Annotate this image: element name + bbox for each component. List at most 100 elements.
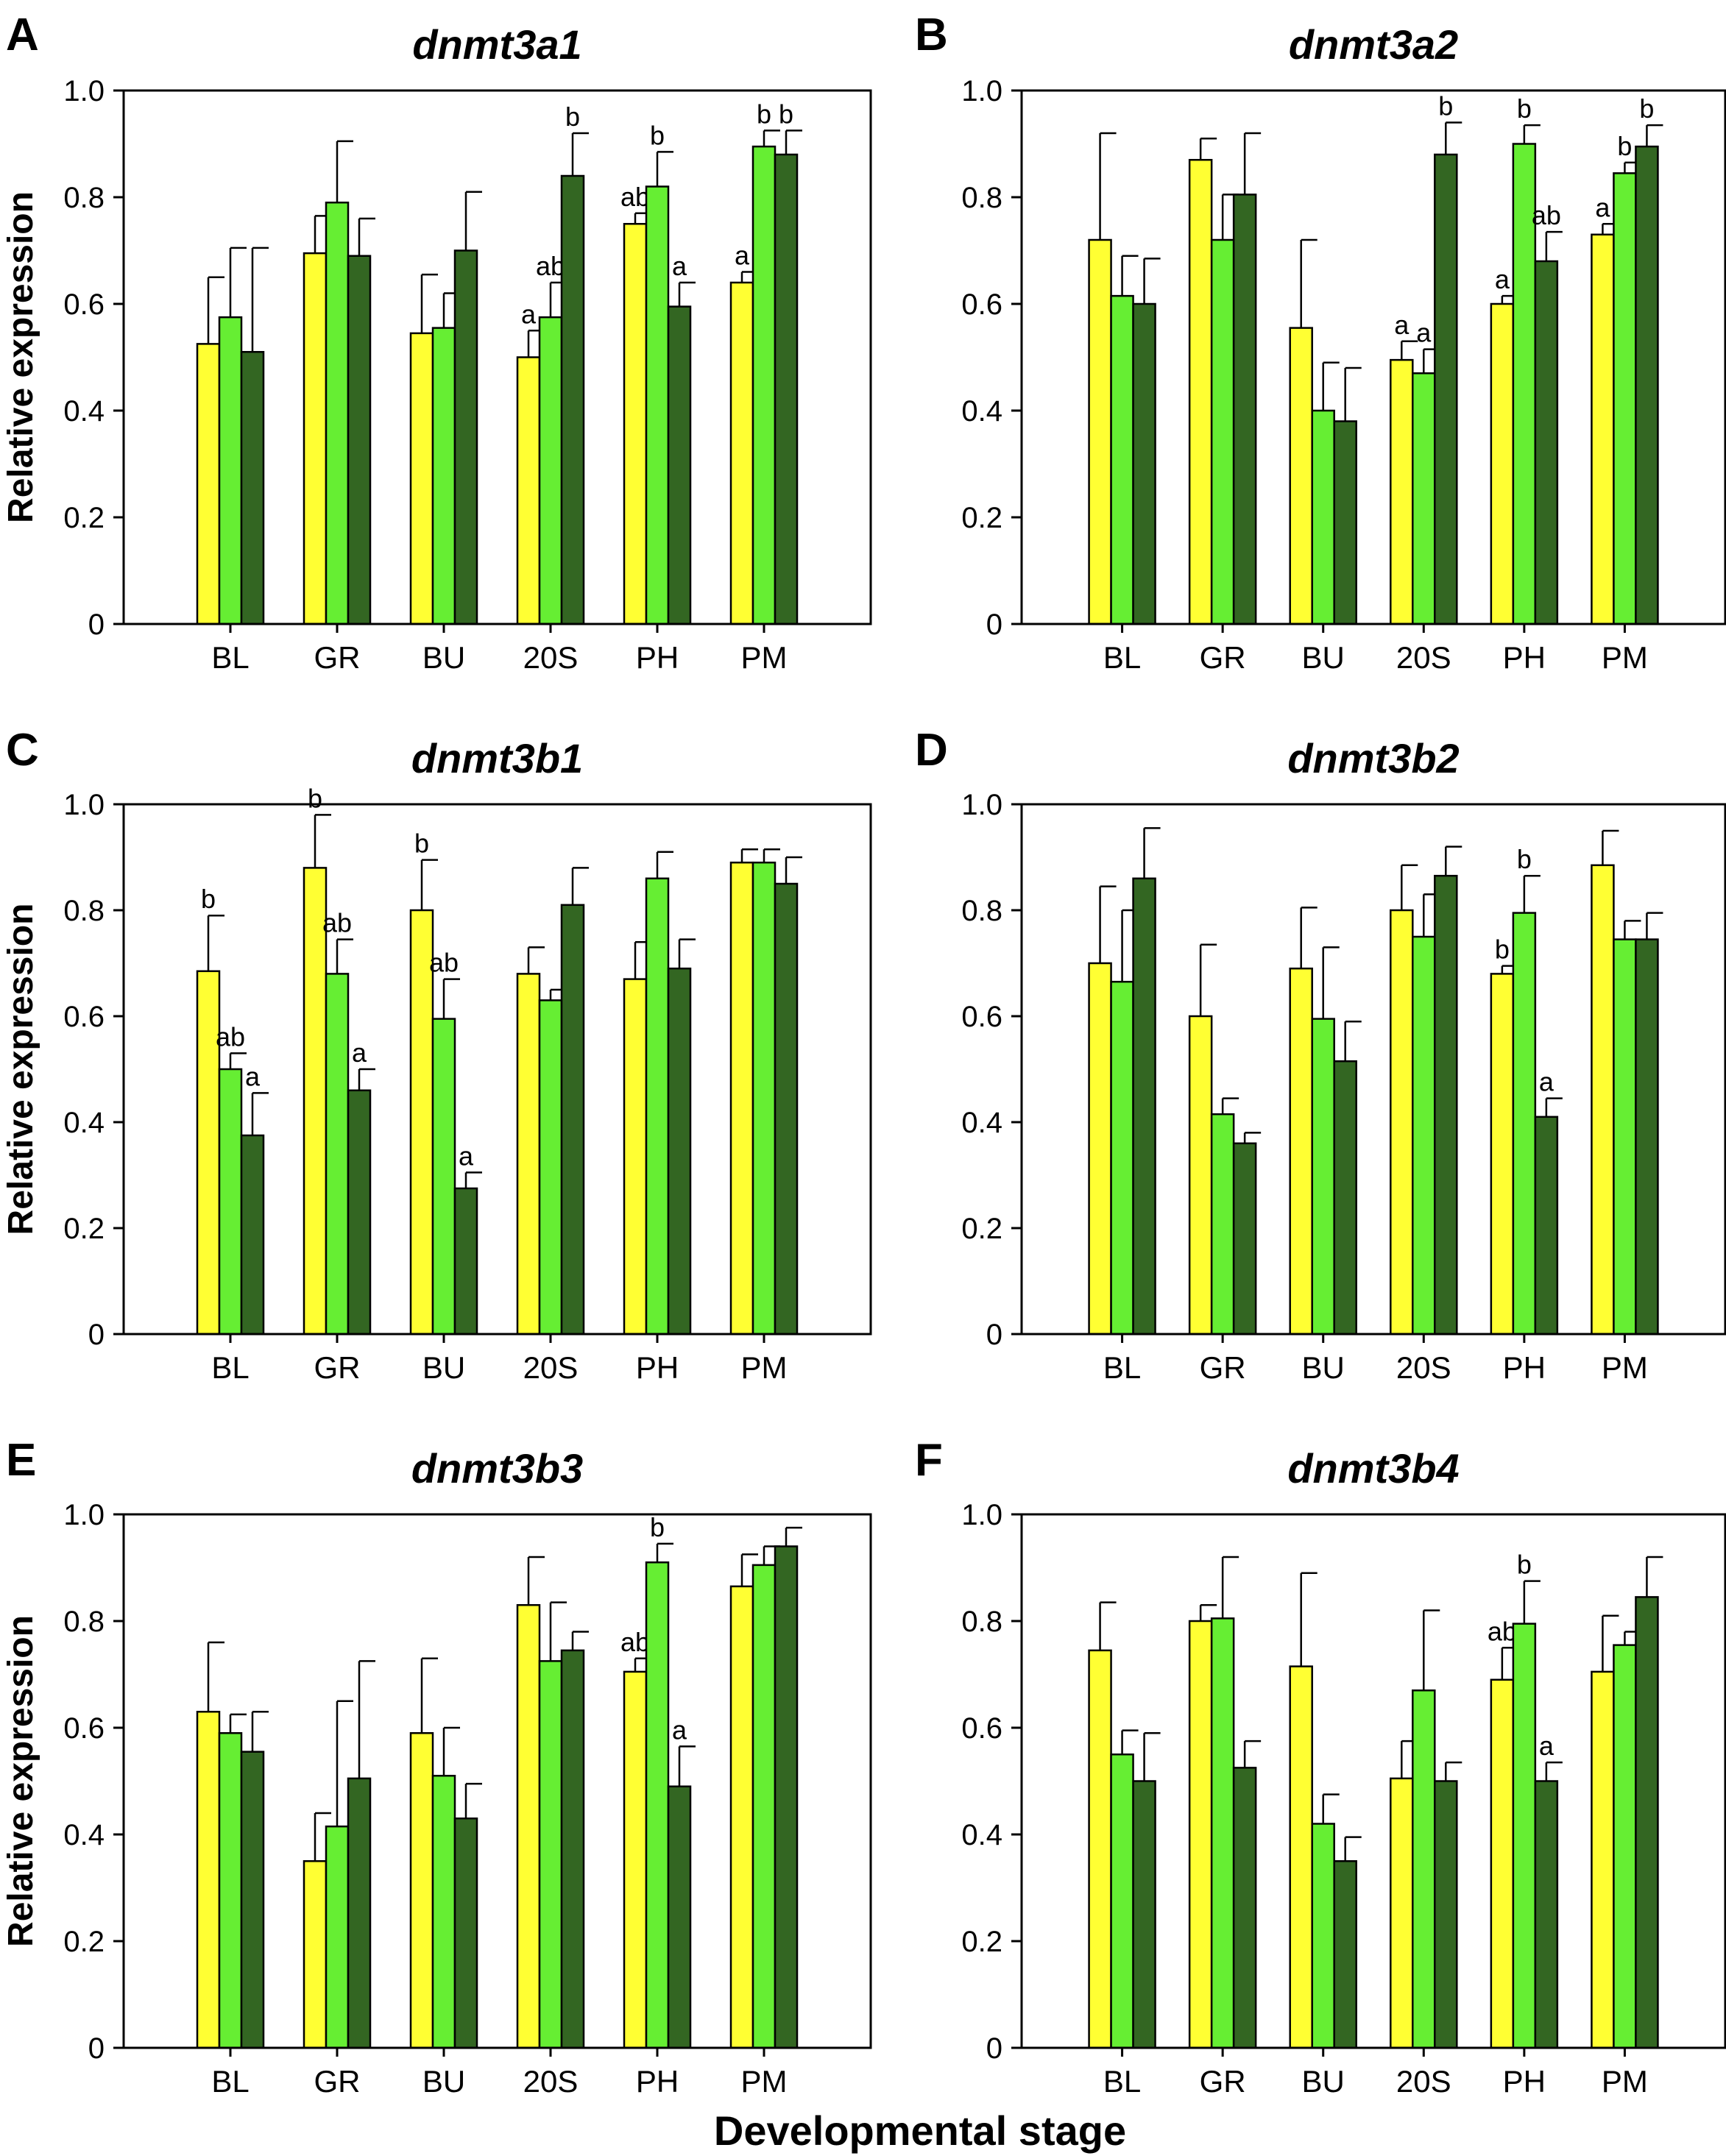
significance-label: a bbox=[1416, 318, 1432, 348]
bar bbox=[667, 1785, 692, 2049]
bar bbox=[774, 1545, 799, 2049]
bar bbox=[325, 973, 350, 1336]
bar bbox=[347, 1777, 372, 2049]
bar bbox=[729, 1585, 754, 2049]
bar bbox=[516, 356, 541, 625]
bar bbox=[409, 1732, 434, 2049]
bar bbox=[1210, 238, 1235, 625]
significance-label: ab bbox=[216, 1021, 245, 1052]
x-tick-label: PM bbox=[741, 640, 788, 675]
y-tick-label: 0.6 bbox=[961, 288, 1002, 321]
significance-label: ab bbox=[1488, 1616, 1517, 1646]
bar bbox=[1490, 973, 1515, 1336]
significance-label: a bbox=[1394, 310, 1410, 340]
x-tick-label: PH bbox=[1503, 640, 1546, 675]
y-tick-label: 0 bbox=[88, 2032, 105, 2065]
x-tick-label: BU bbox=[1302, 640, 1345, 675]
x-tick-label: PH bbox=[636, 1350, 679, 1385]
x-tick-label: 20S bbox=[523, 640, 579, 675]
x-tick-label: 20S bbox=[523, 1350, 579, 1385]
bar bbox=[1333, 1860, 1357, 2049]
x-tick-label: 20S bbox=[1396, 2064, 1451, 2099]
significance-label: b bbox=[650, 120, 665, 150]
x-tick-label: GR bbox=[314, 640, 361, 675]
bar bbox=[645, 1561, 670, 2049]
y-tick-label: 0.4 bbox=[63, 395, 105, 428]
x-tick-label: PH bbox=[1503, 2064, 1546, 2099]
bar bbox=[1088, 962, 1112, 1336]
y-axis-title: Relative expression bbox=[1, 1615, 40, 1947]
y-tick-label: 0.2 bbox=[63, 1213, 105, 1245]
bar bbox=[667, 967, 692, 1336]
x-tick-label: 20S bbox=[523, 2064, 579, 2099]
bar bbox=[1132, 302, 1156, 625]
bar bbox=[1390, 1777, 1414, 2049]
y-tick-label: 0.6 bbox=[961, 1712, 1002, 1745]
plot-frame bbox=[1020, 803, 1726, 1336]
x-tick-label: BU bbox=[422, 640, 465, 675]
y-tick-label: 0.4 bbox=[63, 1107, 105, 1139]
x-tick-label: BU bbox=[1302, 2064, 1345, 2099]
chart-title: dnmt3b1 bbox=[411, 735, 583, 781]
bar bbox=[218, 1732, 243, 2049]
chart-title: dnmt3b4 bbox=[1287, 1445, 1459, 1492]
bar bbox=[729, 861, 754, 1336]
bar bbox=[751, 1564, 777, 2049]
bar bbox=[1232, 1767, 1257, 2049]
significance-label: a bbox=[1595, 192, 1610, 222]
significance-label: b bbox=[414, 829, 429, 859]
significance-label: ab bbox=[620, 1627, 650, 1657]
significance-label: b bbox=[757, 99, 771, 129]
bar bbox=[325, 1825, 350, 2049]
bar bbox=[196, 1711, 221, 2049]
bar bbox=[729, 281, 754, 625]
x-tick-label: 20S bbox=[1396, 640, 1451, 675]
bar bbox=[1434, 874, 1458, 1336]
bar bbox=[240, 1134, 265, 1336]
x-tick-label: PH bbox=[636, 2064, 679, 2099]
bar bbox=[240, 351, 265, 625]
bar bbox=[645, 877, 670, 1336]
y-tick-label: 0.2 bbox=[961, 1213, 1002, 1245]
significance-label: b bbox=[1617, 131, 1632, 161]
significance-label: b bbox=[308, 783, 322, 813]
bar bbox=[453, 249, 478, 625]
y-tick-label: 0 bbox=[986, 2032, 1002, 2065]
panel-letter: D bbox=[915, 725, 948, 776]
plot-frame bbox=[1020, 89, 1726, 625]
bar bbox=[1490, 302, 1515, 625]
x-tick-label: GR bbox=[1200, 640, 1246, 675]
x-tick-label: PM bbox=[741, 2064, 788, 2099]
bar bbox=[560, 174, 585, 625]
bar bbox=[1434, 1780, 1458, 2049]
bar bbox=[1311, 409, 1335, 625]
bar bbox=[538, 1660, 563, 2049]
x-tick-label: PM bbox=[1602, 640, 1648, 675]
chart-title: dnmt3b3 bbox=[411, 1445, 583, 1492]
significance-label: b bbox=[1495, 935, 1510, 965]
bar bbox=[409, 332, 434, 625]
x-axis-title: Developmental stage bbox=[714, 2107, 1126, 2154]
y-tick-label: 1.0 bbox=[961, 1499, 1002, 1531]
bar bbox=[667, 305, 692, 625]
y-tick-label: 0.2 bbox=[961, 1926, 1002, 1958]
bar bbox=[1635, 938, 1659, 1336]
significance-label: b bbox=[1438, 91, 1453, 121]
x-tick-label: BL bbox=[211, 1350, 249, 1385]
significance-label: a bbox=[672, 1714, 687, 1745]
y-tick-label: 1.0 bbox=[63, 789, 105, 821]
y-axis-title: Relative expression bbox=[1, 904, 40, 1235]
bar bbox=[1613, 938, 1637, 1336]
bar bbox=[1289, 967, 1313, 1336]
panel-letter: F bbox=[915, 1435, 943, 1486]
bar bbox=[1635, 145, 1659, 625]
bar bbox=[1210, 1113, 1235, 1336]
bar bbox=[1512, 912, 1537, 1336]
chart-title: dnmt3b2 bbox=[1287, 735, 1459, 781]
bar bbox=[1613, 172, 1637, 625]
x-tick-label: GR bbox=[314, 1350, 361, 1385]
significance-label: ab bbox=[536, 251, 565, 281]
bar bbox=[1412, 935, 1436, 1336]
bar bbox=[1412, 372, 1436, 625]
